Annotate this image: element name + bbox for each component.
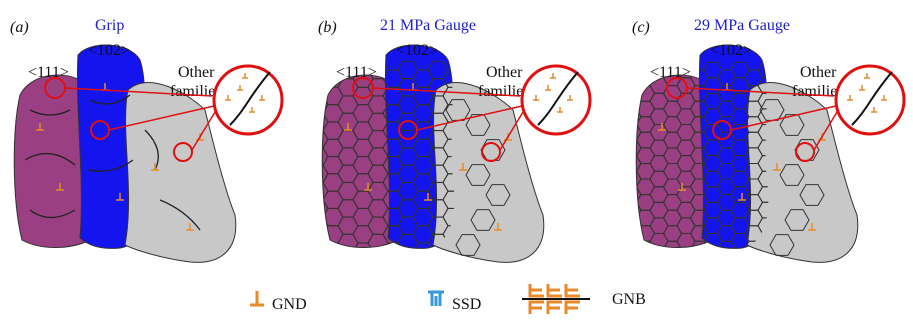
gnd-symbol — [250, 291, 264, 305]
subgrain — [745, 257, 763, 273]
subgrain — [623, 93, 641, 109]
ssd-symbol — [428, 292, 444, 306]
panel-label: (a) — [10, 19, 29, 36]
panel-label: (b) — [318, 19, 337, 36]
panel-title: Grip — [95, 17, 124, 34]
subgrain — [308, 234, 328, 251]
subgrain — [704, 249, 722, 265]
family-102: <102> — [710, 42, 752, 59]
family-111: <111> — [650, 64, 691, 81]
subgrain — [704, 249, 722, 265]
subgrain — [664, 257, 682, 273]
subgrain — [718, 257, 736, 273]
subgrain — [623, 78, 641, 94]
panel-title: 29 MPa Gauge — [694, 17, 790, 34]
subgrain — [664, 257, 682, 273]
subgrain — [308, 79, 328, 96]
family-111: <111> — [336, 64, 377, 81]
subgrain — [623, 234, 641, 250]
panel-title: 21 MPa Gauge — [380, 17, 476, 34]
subgrain — [623, 249, 641, 265]
subgrain — [677, 249, 695, 265]
panels: (a)Grip<102><111>Otherfamilies(b)21 MPa … — [10, 17, 904, 273]
family-111: <111> — [28, 64, 69, 81]
subgrain — [718, 257, 736, 273]
legend-label: SSD — [452, 296, 481, 313]
subgrain — [323, 243, 343, 260]
subgrain — [650, 249, 668, 265]
subgrain — [691, 257, 709, 273]
subgrain — [623, 62, 641, 78]
subgrain — [650, 249, 668, 265]
subgrain — [637, 257, 655, 273]
subgrain — [623, 93, 641, 109]
subgrain — [677, 249, 695, 265]
subgrain — [308, 217, 328, 234]
subgrain — [308, 79, 328, 96]
subgrain — [623, 249, 641, 265]
family-other: Other — [178, 64, 215, 81]
legend: GND SSD GNB — [250, 284, 646, 314]
subgrain — [691, 257, 709, 273]
family-102: <102> — [396, 42, 438, 59]
subgrain — [308, 61, 328, 78]
subgrain — [623, 234, 641, 250]
subgrain — [623, 218, 641, 234]
subgrain — [623, 218, 641, 234]
subgrain — [308, 61, 328, 78]
subgrain — [623, 78, 641, 94]
legend-label: GNB — [612, 291, 646, 308]
legend-label: GND — [272, 296, 307, 313]
gnb-symbol — [522, 284, 590, 314]
family-102: <102> — [88, 42, 130, 59]
subgrain — [731, 249, 749, 265]
panel-label: (c) — [632, 19, 650, 36]
subgrain — [308, 234, 328, 251]
subgrain — [308, 217, 328, 234]
family-other: Other — [800, 64, 837, 81]
subgrain — [623, 62, 641, 78]
subgrain — [731, 249, 749, 265]
figure: (a)Grip<102><111>Otherfamilies(b)21 MPa … — [0, 0, 913, 315]
family-other: Other — [486, 64, 523, 81]
subgrain — [637, 257, 655, 273]
subgrain — [323, 243, 343, 260]
subgrain — [745, 257, 763, 273]
